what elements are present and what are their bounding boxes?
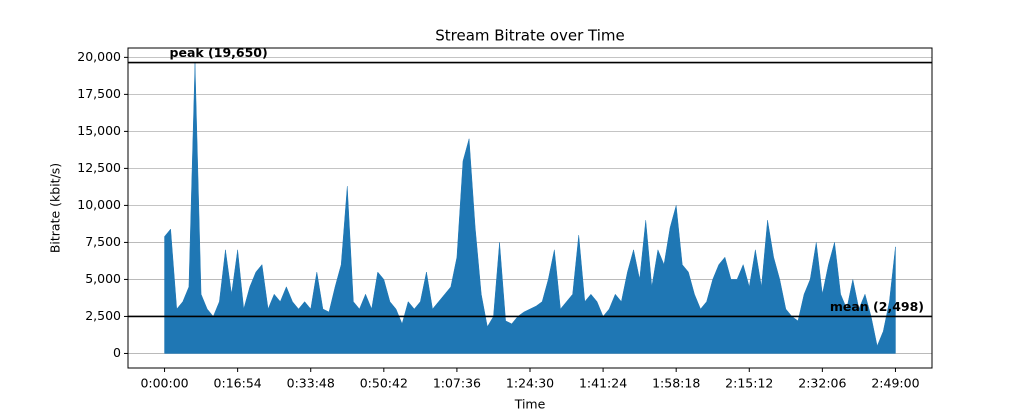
y-tick-label: 0 [113, 345, 121, 360]
x-tick-label: 0:50:42 [360, 376, 408, 391]
x-axis-label: Time [514, 397, 546, 412]
y-tick-label: 12,500 [77, 160, 121, 175]
y-axis-label: Bitrate (kbit/s) [48, 163, 63, 253]
x-tick-label: 0:16:54 [214, 376, 262, 391]
x-tick-label: 1:07:36 [433, 376, 481, 391]
y-tick-label: 2,500 [85, 308, 121, 323]
reference-label: peak (19,650) [170, 45, 268, 60]
x-tick-label: 1:58:18 [652, 376, 700, 391]
y-tick-label: 7,500 [85, 234, 121, 249]
y-tick-label: 10,000 [77, 197, 121, 212]
plot-frame [127, 47, 933, 369]
x-tick-label: 0:33:48 [287, 376, 335, 391]
x-tick-label: 0:00:00 [140, 376, 188, 391]
x-tick-label: 1:41:24 [579, 376, 627, 391]
x-tick-label: 2:15:12 [725, 376, 773, 391]
x-tick-label: 2:49:00 [871, 376, 919, 391]
y-tick-label: 20,000 [77, 49, 121, 64]
y-tick-label: 5,000 [85, 271, 121, 286]
x-tick-label: 2:32:06 [798, 376, 846, 391]
y-tick-label: 15,000 [77, 123, 121, 138]
area [164, 62, 896, 354]
chart-title: Stream Bitrate over Time [435, 27, 625, 45]
x-tick-label: 1:24:30 [506, 376, 554, 391]
y-tick-label: 17,500 [77, 86, 121, 101]
reference-label: mean (2,498) [830, 299, 924, 314]
